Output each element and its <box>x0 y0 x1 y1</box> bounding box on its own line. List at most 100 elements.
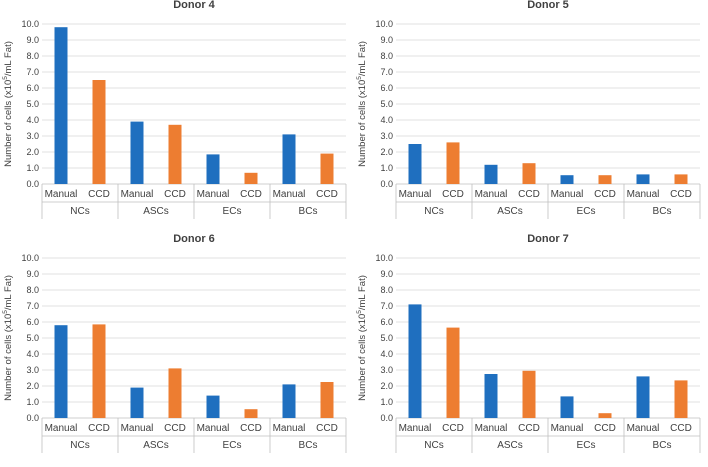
x-method-label: Manual <box>627 423 660 434</box>
y-tick-label: 1.0 <box>380 397 393 407</box>
bar-ccd-ncs <box>92 324 106 418</box>
bar-manual-bcs <box>636 376 650 418</box>
y-tick-label: 3.0 <box>26 131 39 141</box>
chart-donor-7: Donor 7 0.0 1.0 2.0 3.0 4.0 5.0 6.0 7.0 8.0 9.0 10.… <box>354 233 708 467</box>
y-tick-label: 10.0 <box>21 253 39 263</box>
bar-manual-ascs <box>130 121 144 184</box>
y-tick-label: 2.0 <box>26 147 39 157</box>
x-group-label: ECs <box>223 440 242 451</box>
x-method-label: CCD <box>88 189 110 200</box>
y-tick-label: 4.0 <box>26 349 39 359</box>
x-method-label: Manual <box>121 189 154 200</box>
bar-ccd-bcs <box>320 382 334 418</box>
y-tick-label: 0.0 <box>26 413 39 423</box>
y-tick-label: 6.0 <box>26 83 39 93</box>
y-tick-label: 0.0 <box>26 179 39 189</box>
x-group-label: BCs <box>299 440 318 451</box>
x-group-label: ASCs <box>497 206 523 217</box>
y-tick-label: 0.0 <box>380 413 393 423</box>
bar-ccd-bcs <box>674 380 688 418</box>
x-method-label: CCD <box>518 189 540 200</box>
y-tick-label: 7.0 <box>26 301 39 311</box>
chart-svg: Donor 4 0.0 1.0 2.0 3.0 4.0 5.0 6.0 7.0 8.0 9.0 10.… <box>2 0 347 219</box>
y-axis-label-suffix: /mL Fat) <box>3 275 14 310</box>
bar-manual-ecs <box>206 154 220 184</box>
x-group-label: ECs <box>223 206 242 217</box>
bar-manual-bcs <box>282 134 296 184</box>
y-tick-label: 6.0 <box>380 317 393 327</box>
y-axis-label-suffix: /mL Fat) <box>357 41 368 76</box>
y-tick-label: 3.0 <box>380 365 393 375</box>
y-tick-label: 9.0 <box>26 35 39 45</box>
y-tick-label: 4.0 <box>380 349 393 359</box>
x-method-label: CCD <box>164 423 186 434</box>
chart-title: Donor 7 <box>527 233 569 245</box>
bar-manual-bcs <box>282 384 296 418</box>
y-tick-label: 2.0 <box>26 381 39 391</box>
y-tick-label: 10.0 <box>375 19 393 29</box>
chart-svg: Donor 7 0.0 1.0 2.0 3.0 4.0 5.0 6.0 7.0 8.0 9.0 10.… <box>356 233 701 453</box>
bar-ccd-ncs <box>446 327 460 418</box>
bar-manual-ncs <box>54 27 68 185</box>
bar-ccd-ncs <box>92 80 106 184</box>
y-axis-label-prefix: Number of cells (x10 <box>357 80 368 167</box>
y-tick-label: 6.0 <box>380 83 393 93</box>
y-axis-label-suffix: /mL Fat) <box>357 275 368 310</box>
y-tick-label: 8.0 <box>380 285 393 295</box>
x-group-label: ASCs <box>143 206 169 217</box>
x-method-label: CCD <box>316 423 338 434</box>
x-method-label: CCD <box>240 423 262 434</box>
x-method-label: Manual <box>197 423 230 434</box>
y-tick-label: 1.0 <box>26 397 39 407</box>
bar-ccd-ecs <box>244 172 258 184</box>
chart-donor-4: Donor 4 0.0 1.0 2.0 3.0 4.0 5.0 6.0 7.0 8.0 9.0 10.… <box>0 0 354 233</box>
chart-svg: Donor 5 0.0 1.0 2.0 3.0 4.0 5.0 6.0 7.0 8.0 9.0 10.… <box>356 0 701 219</box>
y-axis-label-prefix: Number of cells (x10 <box>3 80 14 167</box>
x-group-label: BCs <box>299 206 318 217</box>
bar-ccd-bcs <box>674 174 688 184</box>
y-tick-label: 8.0 <box>26 285 39 295</box>
y-tick-label: 5.0 <box>380 333 393 343</box>
y-tick-label: 9.0 <box>26 269 39 279</box>
x-method-label: Manual <box>399 189 432 200</box>
chart-title: Donor 4 <box>173 0 215 11</box>
y-tick-label: 0.0 <box>380 179 393 189</box>
y-axis-label: Number of cells (x105/mL Fat) <box>356 41 368 167</box>
x-group-label: NCs <box>424 206 443 217</box>
y-tick-label: 3.0 <box>380 131 393 141</box>
chart-donor-6: Donor 6 0.0 1.0 2.0 3.0 4.0 5.0 6.0 7.0 8.0 9.0 10.… <box>0 233 354 467</box>
bar-ccd-ascs <box>168 124 182 184</box>
x-method-label: CCD <box>594 423 616 434</box>
x-method-label: CCD <box>316 189 338 200</box>
bar-manual-bcs <box>636 174 650 184</box>
x-method-label: Manual <box>399 423 432 434</box>
y-axis-label: Number of cells (x105/mL Fat) <box>2 41 14 167</box>
y-tick-label: 4.0 <box>380 115 393 125</box>
bar-manual-ascs <box>484 374 498 418</box>
y-tick-label: 6.0 <box>26 317 39 327</box>
x-method-label: CCD <box>670 189 692 200</box>
x-method-label: CCD <box>442 423 464 434</box>
bar-ccd-ecs <box>244 409 258 418</box>
y-tick-label: 8.0 <box>26 51 39 61</box>
x-method-label: Manual <box>197 189 230 200</box>
y-tick-label: 8.0 <box>380 51 393 61</box>
y-axis-label-sup: 5 <box>2 310 9 314</box>
y-tick-label: 1.0 <box>26 163 39 173</box>
bar-manual-ecs <box>560 175 574 184</box>
bar-manual-ncs <box>408 144 422 184</box>
x-method-label: Manual <box>475 423 508 434</box>
bar-manual-ncs <box>54 325 68 418</box>
bar-manual-ascs <box>130 387 144 418</box>
x-group-label: ASCs <box>497 440 523 451</box>
bar-ccd-ncs <box>446 142 460 184</box>
y-tick-label: 7.0 <box>380 301 393 311</box>
bar-ccd-ascs <box>168 368 182 418</box>
x-method-label: Manual <box>45 189 78 200</box>
x-method-label: Manual <box>121 423 154 434</box>
y-tick-label: 2.0 <box>380 147 393 157</box>
x-group-label: NCs <box>424 440 443 451</box>
y-axis-label: Number of cells (x105/mL Fat) <box>356 275 368 401</box>
y-tick-label: 5.0 <box>26 99 39 109</box>
y-tick-label: 4.0 <box>26 115 39 125</box>
